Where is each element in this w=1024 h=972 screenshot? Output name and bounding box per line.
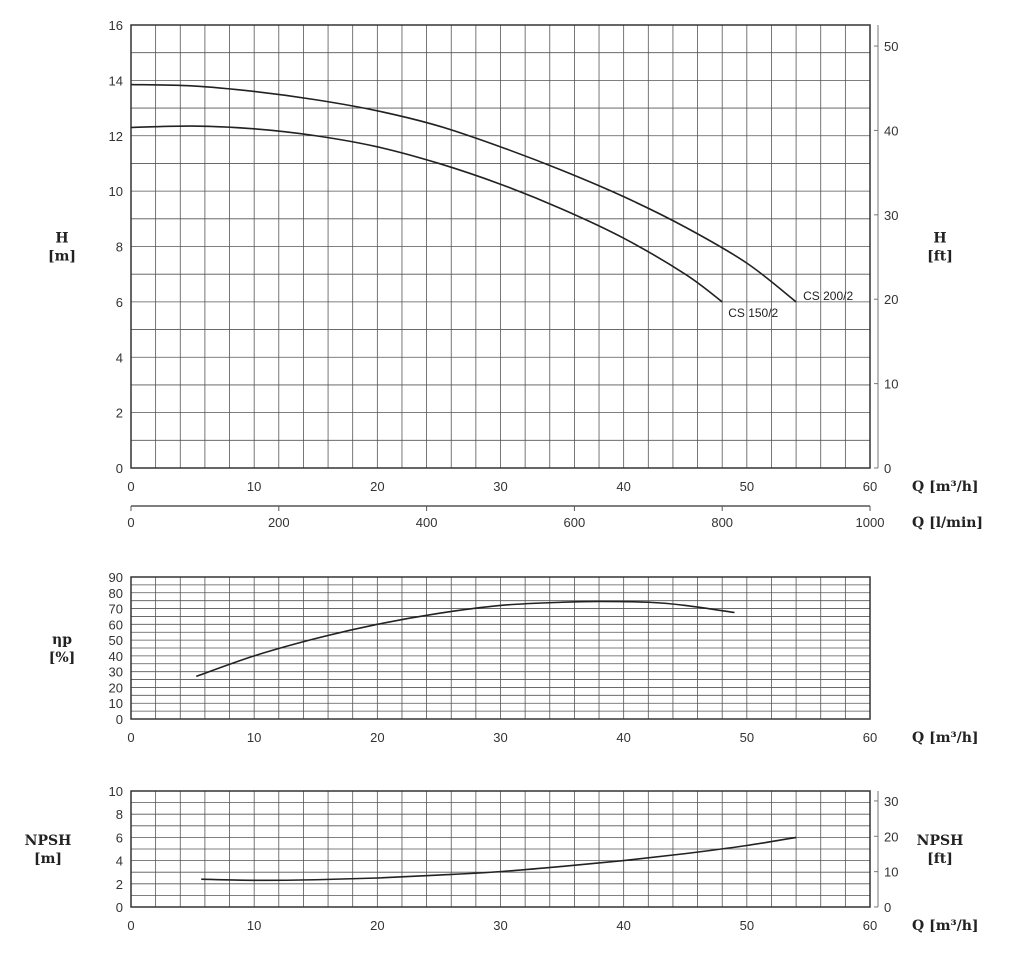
y-tick-label: 14 (109, 73, 123, 88)
y-tick-label: 6 (116, 830, 123, 845)
y-tick-label: 50 (109, 633, 123, 648)
y-tick-label: 12 (109, 129, 123, 144)
plot-frame (130, 576, 871, 720)
x2-tick-label: 600 (564, 515, 586, 530)
y-tick-label: 2 (116, 406, 123, 421)
y2-tick-label: 20 (884, 292, 898, 307)
series-line-cs-150-2 (130, 125, 723, 303)
y2-tick-label: 50 (884, 39, 898, 54)
x-tick-label: 40 (616, 479, 630, 494)
y-tick-label: 0 (116, 461, 123, 476)
x-tick-label: 10 (247, 918, 261, 933)
series-line (201, 836, 797, 882)
plot-frame (130, 790, 871, 908)
x-tick-label: 10 (247, 479, 261, 494)
y-tick-label: 90 (109, 570, 123, 585)
x2-axis-label: Q [l/min] (912, 515, 983, 531)
x-tick-label: 20 (370, 730, 384, 745)
y-tick-label: 10 (109, 784, 123, 799)
y-tick-label: 0 (116, 712, 123, 727)
x-tick-label: 50 (740, 730, 754, 745)
x2-tick-label: 1000 (856, 515, 885, 530)
x-tick-label: 30 (493, 730, 507, 745)
series-line (196, 600, 735, 678)
y-tick-label: 10 (109, 696, 123, 711)
y2-tick-label: 0 (884, 900, 891, 915)
x-tick-label: 20 (370, 479, 384, 494)
y-axis-unit: [%] (49, 650, 76, 666)
x-axis-label: Q [m³/h] (912, 479, 979, 495)
x-axis-label: Q [m³/h] (912, 918, 979, 934)
x-tick-label: 50 (740, 479, 754, 494)
y-axis-unit: [m] (34, 851, 62, 867)
y-tick-label: 4 (116, 854, 123, 869)
y2-axis-label: NPSH (917, 833, 964, 849)
y-tick-label: 30 (109, 665, 123, 680)
chart-3: 0 2 4 6 8 10 0 10 20 30 40 50 60 0 10 20 30 NPSH [ft] NPSH [… (25, 784, 979, 934)
x-tick-label: 50 (740, 918, 754, 933)
x-tick-label: 40 (616, 918, 630, 933)
y2-tick-label: 40 (884, 123, 898, 138)
y2-axis-unit: [ft] (927, 249, 953, 265)
y2-axis-unit: [ft] (927, 851, 953, 867)
y-tick-label: 2 (116, 877, 123, 892)
x-axis-label: Q [m³/h] (912, 730, 979, 746)
y-tick-label: 0 (116, 900, 123, 915)
plot-frame (130, 24, 871, 469)
series-line-cs-200-2 (130, 83, 797, 303)
y-tick-label: 40 (109, 649, 123, 664)
y-axis-label: NPSH (25, 833, 72, 849)
x2-tick-label: 800 (711, 515, 733, 530)
x-tick-label: 60 (863, 479, 877, 494)
y-axis-label: ηp (52, 632, 72, 648)
y-tick-label: 6 (116, 295, 123, 310)
y-tick-label: 4 (116, 350, 123, 365)
x-tick-label: 0 (127, 918, 134, 933)
series-label: CS 150/2 (728, 306, 778, 320)
y2-tick-label: 30 (884, 794, 898, 809)
y-tick-label: 20 (109, 680, 123, 695)
y2-tick-label: 0 (884, 461, 891, 476)
y-tick-label: 70 (109, 602, 123, 617)
x-tick-label: 40 (616, 730, 630, 745)
x-tick-label: 0 (127, 479, 134, 494)
y-tick-label: 10 (109, 184, 123, 199)
y-tick-label: 60 (109, 617, 123, 632)
y-axis-unit: [m] (48, 249, 76, 265)
y-axis-label: H (55, 231, 68, 247)
x2-tick-label: 400 (416, 515, 438, 530)
x-tick-label: 0 (127, 730, 134, 745)
y2-axis-label: H (933, 231, 946, 247)
y2-tick-label: 30 (884, 208, 898, 223)
y-tick-label: 80 (109, 586, 123, 601)
y-tick-label: 8 (116, 807, 123, 822)
x2-tick-label: 200 (268, 515, 290, 530)
y2-tick-label: 10 (884, 377, 898, 392)
x-tick-label: 60 (863, 918, 877, 933)
x-tick-label: 30 (493, 918, 507, 933)
y2-tick-label: 20 (884, 829, 898, 844)
series-label: CS 200/2 (803, 289, 853, 303)
x2-tick-label: 0 (127, 515, 134, 530)
y-tick-label: 16 (109, 18, 123, 33)
x-tick-label: 30 (493, 479, 507, 494)
x-tick-label: 20 (370, 918, 384, 933)
y-tick-label: 8 (116, 240, 123, 255)
x-tick-label: 60 (863, 730, 877, 745)
y2-tick-label: 10 (884, 865, 898, 880)
x-tick-label: 10 (247, 730, 261, 745)
